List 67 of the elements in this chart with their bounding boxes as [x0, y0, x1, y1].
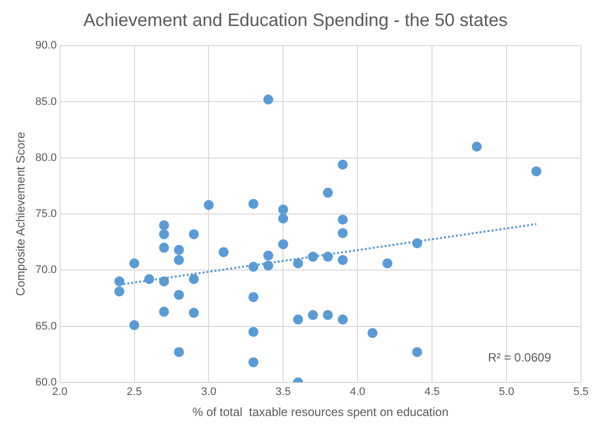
point [412, 347, 422, 358]
x-axis-title: % of total taxable resources spent on education [192, 405, 448, 420]
point [338, 228, 348, 238]
point [114, 286, 124, 296]
point [338, 255, 348, 266]
y-tick-label: 90.0 [35, 40, 57, 52]
x-tick-label: 3.5 [276, 386, 291, 398]
point [174, 255, 184, 266]
point [368, 328, 378, 338]
x-tick-label: 5.0 [498, 386, 514, 398]
point [188, 229, 199, 240]
x-tick-label: 2.0 [52, 386, 68, 398]
x-tick-label: 5.5 [573, 386, 589, 398]
point [129, 320, 140, 330]
point [263, 94, 274, 104]
point [278, 239, 288, 250]
y-tick-label: 60.0 [35, 376, 57, 388]
point [308, 310, 318, 320]
point [248, 292, 258, 302]
point [338, 160, 348, 170]
point [293, 314, 304, 325]
point [174, 347, 184, 358]
x-tick-label: 4.5 [424, 386, 440, 398]
chart-title: Achievement and Education Spending - the 50 states [83, 10, 508, 30]
point [204, 200, 214, 210]
point [129, 258, 140, 268]
point [531, 166, 542, 176]
point [248, 326, 258, 337]
point [114, 276, 124, 286]
point [293, 258, 304, 268]
x-tick-label: 3.0 [201, 386, 216, 398]
point [322, 310, 333, 320]
point [278, 204, 288, 215]
y-tick-label: 85.0 [35, 96, 57, 108]
point [263, 260, 274, 271]
y-tick-label: 80.0 [35, 152, 57, 164]
y-axis-title: Composite Achievement Score [14, 132, 28, 296]
point [248, 357, 258, 368]
point [248, 262, 258, 272]
point [382, 258, 392, 268]
point [338, 214, 348, 225]
point [248, 198, 258, 209]
point [338, 314, 348, 325]
point [159, 229, 170, 240]
point [278, 213, 288, 224]
y-tick-label: 70.0 [35, 264, 57, 276]
point [188, 274, 199, 284]
point [188, 308, 199, 318]
y-tick-label: 75.0 [35, 208, 57, 220]
point [159, 242, 170, 253]
x-tick-label: 2.5 [126, 386, 142, 398]
point [308, 252, 318, 262]
point [218, 247, 229, 258]
point [174, 290, 184, 300]
point [144, 274, 154, 284]
point [263, 250, 274, 261]
point [472, 142, 482, 152]
y-tick-label: 65.0 [35, 320, 57, 332]
point [322, 188, 333, 198]
point [174, 244, 184, 255]
point [159, 220, 170, 230]
point [412, 238, 422, 248]
point [159, 306, 170, 317]
annotation: R² = 0.0609 [488, 350, 552, 365]
x-tick-label: 4.0 [350, 386, 366, 398]
point [322, 252, 333, 262]
point [159, 276, 170, 286]
